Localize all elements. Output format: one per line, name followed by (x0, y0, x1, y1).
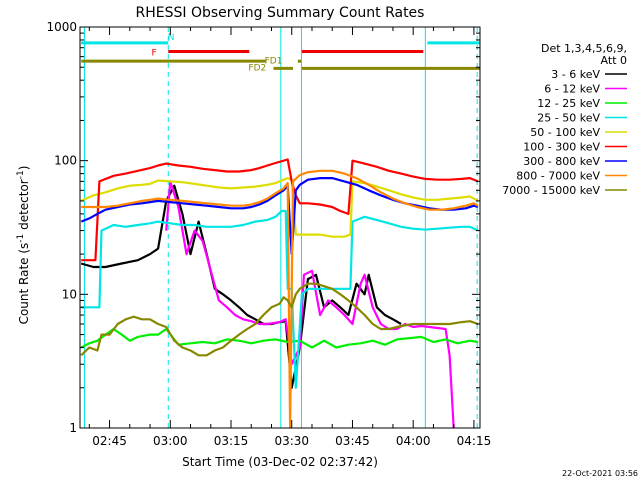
y-axis-label: Count Rate (s-1 detector-1) (16, 166, 31, 325)
y-tick-label-0: 1 (69, 421, 77, 435)
flag-label-1: F (151, 49, 156, 59)
x-tick-label-2: 03:15 (214, 434, 249, 448)
legend-title-line-2: Att 0 (601, 54, 627, 67)
legend: Det 1,3,4,5,6,9, Att 0 3 - 6 keV 6 - 12 k… (502, 42, 627, 197)
legend-label-6: 300 - 800 keV (523, 155, 600, 168)
x-tick-label-4: 03:45 (335, 434, 370, 448)
y-axis-label-part-3: ) (17, 166, 31, 171)
y-tick-label-2: 100 (54, 154, 77, 168)
legend-title-line-1: Det 1,3,4,5,6,9, (541, 42, 627, 55)
y-axis-label-sup-1: -1 (16, 234, 26, 243)
legend-label-1: 6 - 12 keV (544, 83, 600, 96)
y-axis-label-sup-2: -1 (16, 170, 26, 179)
x-axis-label: Start Time (03-Dec-02 02:37:42) (182, 455, 378, 469)
y-tick-label-1: 10 (62, 287, 77, 301)
legend-label-5: 100 - 300 keV (523, 141, 600, 154)
series-line-2 (80, 327, 479, 349)
chart-title: RHESSI Observing Summary Count Rates (136, 5, 425, 21)
x-tick-label-5: 04:00 (396, 434, 431, 448)
legend-label-2: 12 - 25 keV (537, 97, 600, 110)
series-line-5 (81, 158, 479, 262)
series-line-4 (80, 177, 479, 238)
footer-timestamp: 22-Oct-2021 03:56 (562, 469, 638, 478)
legend-label-3: 25 - 50 keV (537, 112, 600, 125)
x-tick-label-0: 02:45 (92, 434, 127, 448)
series-line-0 (80, 184, 402, 389)
flag-label-2: FD1 (265, 57, 283, 67)
series-line-3 (81, 209, 479, 389)
legend-label-0: 3 - 6 keV (551, 68, 600, 81)
series-line-7 (81, 169, 479, 428)
series-line-8 (80, 282, 479, 357)
flag-label-3: FD2 (248, 64, 266, 74)
y-axis-label-part-1: Count Rate (s (17, 243, 31, 325)
plot-clipped-group (80, 27, 479, 428)
x-tick-label-1: 03:00 (153, 434, 188, 448)
axes: 02:45 03:00 03:15 03:30 03:45 04:00 04:15 1 10 10… (46, 20, 491, 448)
series-line-1 (165, 180, 455, 428)
legend-label-4: 50 - 100 keV (530, 126, 600, 139)
flag-label-0: N (168, 33, 175, 43)
plot-frame (79, 26, 481, 429)
legend-label-8: 7000 - 15000 keV (502, 184, 600, 197)
x-tick-label-6: 04:15 (457, 434, 492, 448)
legend-label-7: 800 - 7000 keV (516, 170, 600, 183)
x-tick-label-3: 03:30 (274, 434, 309, 448)
y-axis-label-part-2: detector (17, 179, 31, 234)
y-tick-label-3: 1000 (46, 20, 77, 34)
